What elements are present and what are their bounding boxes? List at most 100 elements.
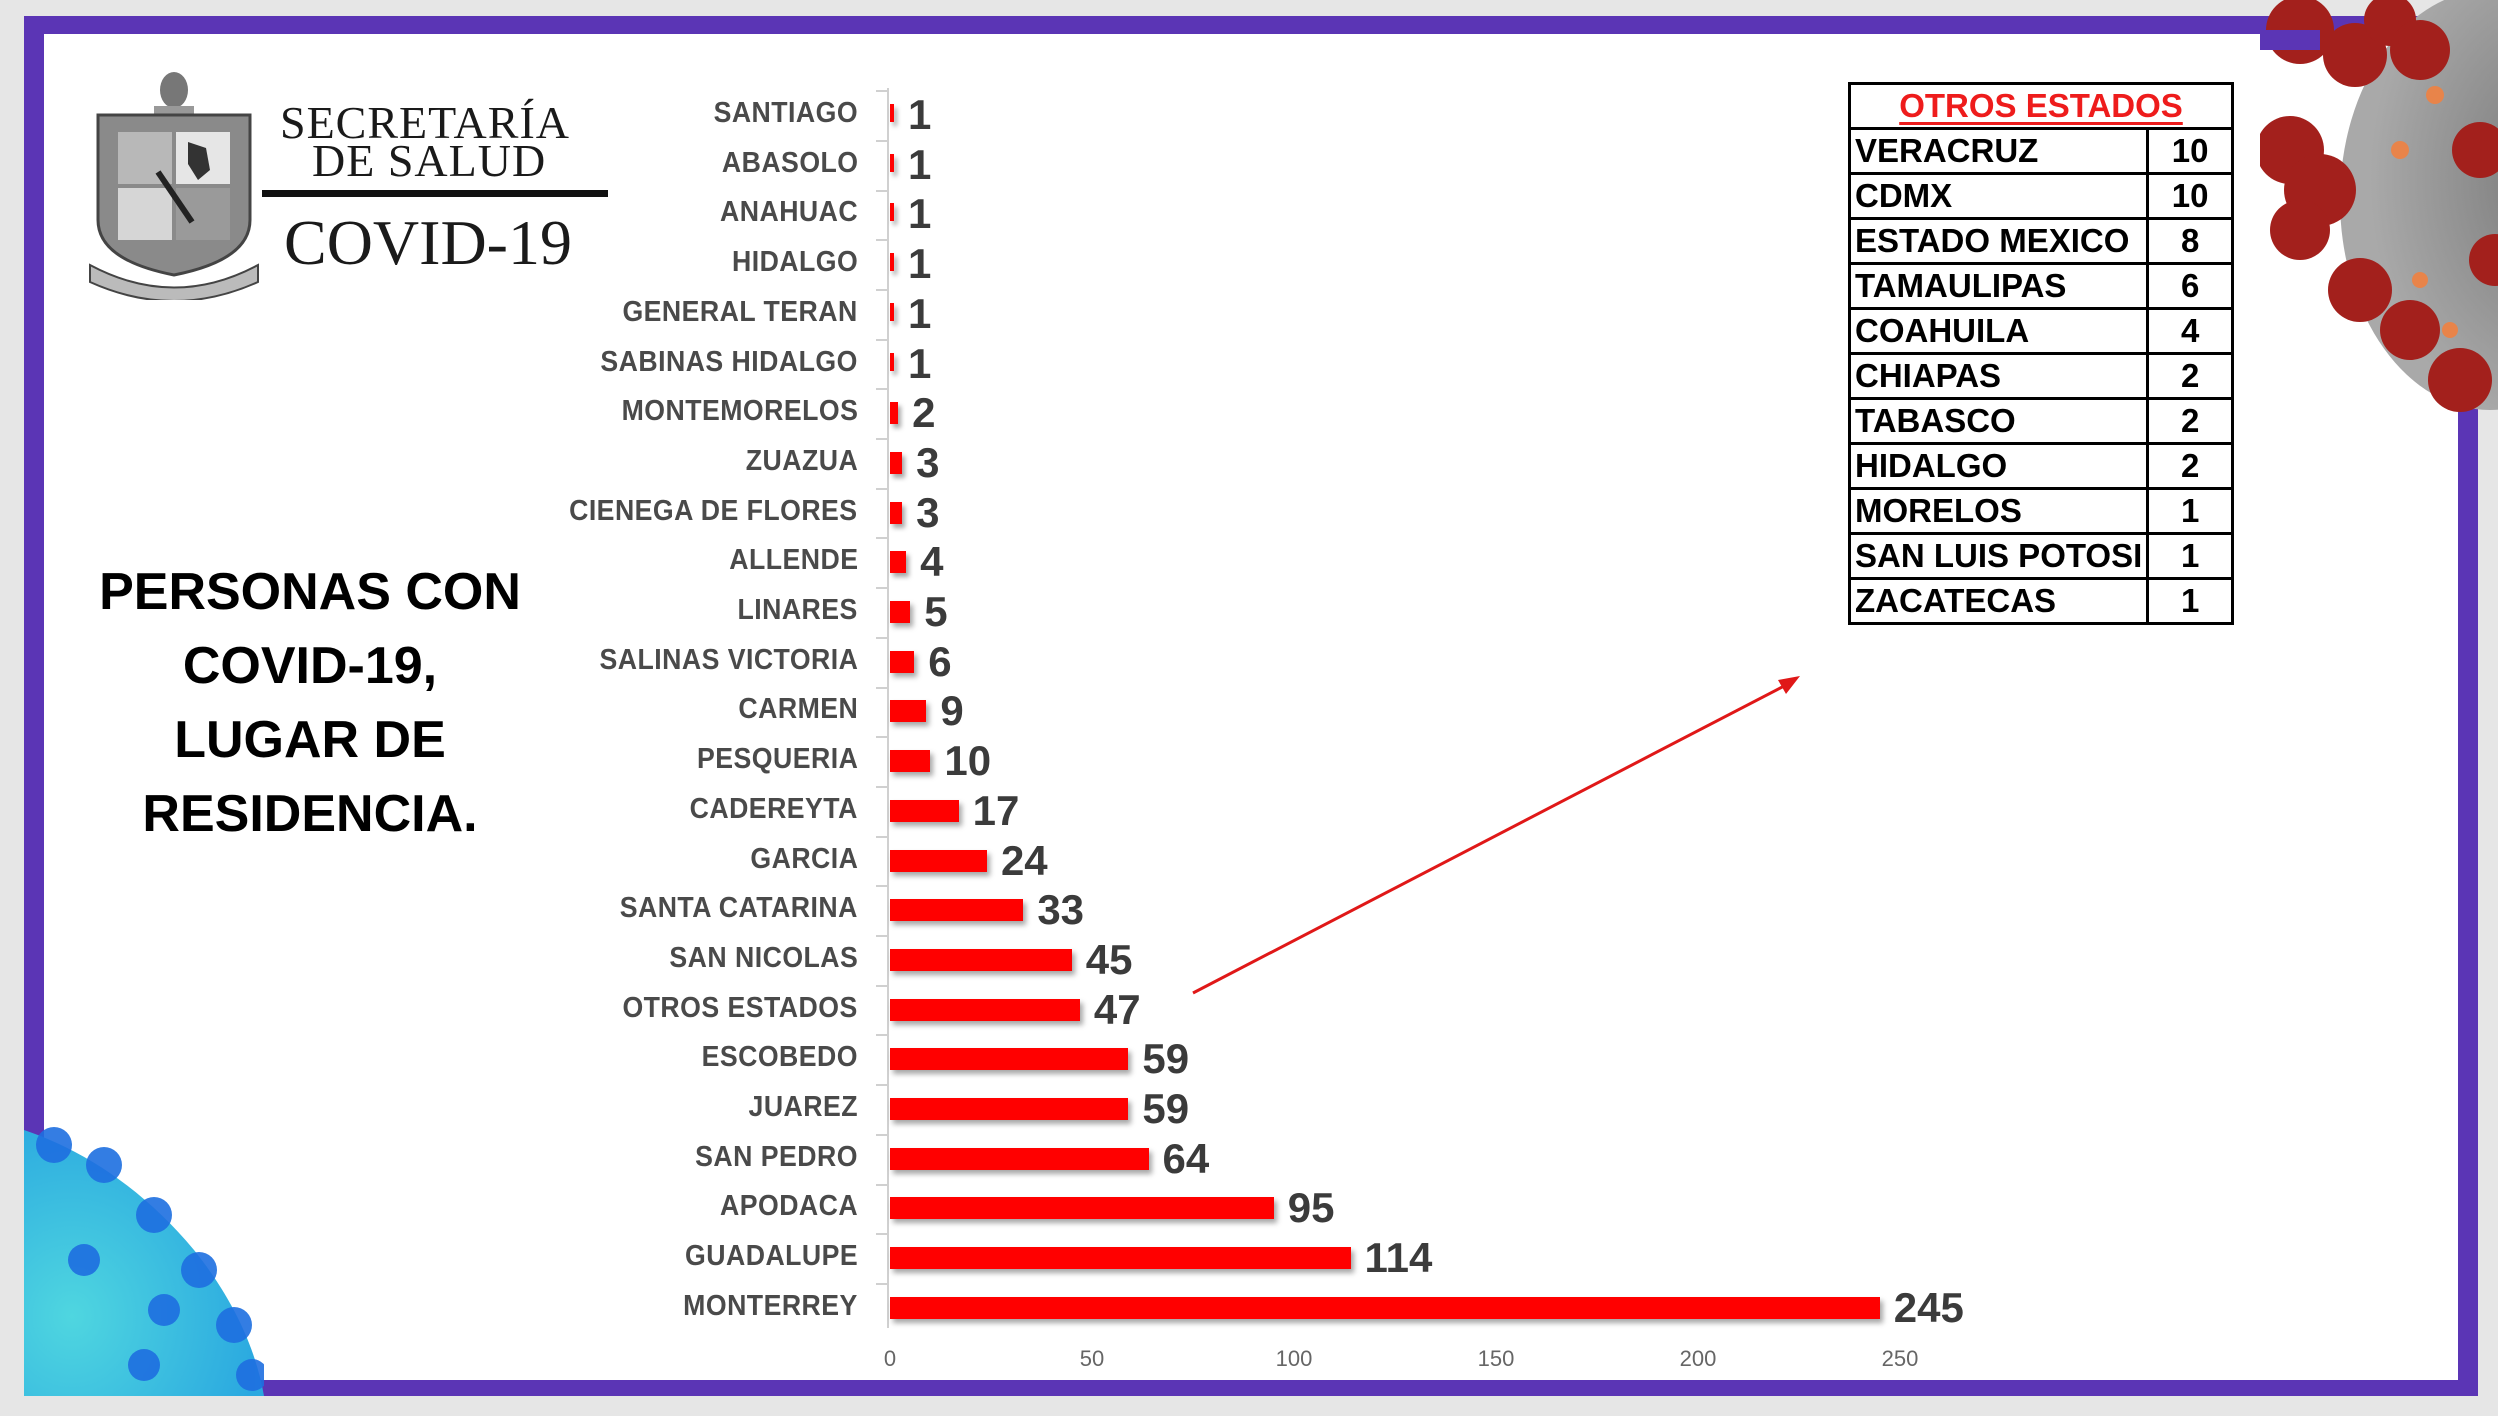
data-value-label: 24 [1000,836,1048,884]
covid-title: COVID-19 [284,207,572,278]
table-title: OTROS ESTADOS [1848,82,2234,130]
data-bar [890,302,895,321]
category-label: OTROS ESTADOS [622,991,858,1024]
data-value-label: 45 [1085,935,1133,983]
data-value-label: 5 [924,588,948,635]
x-axis-tick-label: 100 [1275,1346,1313,1371]
data-bar [890,601,911,623]
table-row: CDMX 10 [1847,172,2234,220]
table-header-row: OTROS ESTADOS [1848,82,2234,130]
category-label: LINARES [737,594,858,626]
axis-tick [876,90,888,93]
state-name-cell: CHIAPAS [1847,352,2150,400]
axis-tick [876,487,888,490]
data-value-label: 1 [908,190,932,238]
state-count-cell: 10 [2146,172,2234,220]
data-value-label: 1 [908,240,932,288]
state-name-cell: ZACATECAS [1847,577,2150,625]
table-row: VERACRUZ 10 [1847,127,2234,175]
data-value-label: 6 [928,637,952,685]
state-count-cell: 8 [2146,217,2234,265]
data-bar [890,104,895,122]
data-bar [890,551,907,574]
category-label: SANTIAGO [713,97,858,129]
data-bar [890,799,959,822]
category-label: ALLENDE [728,544,858,577]
data-bar [890,948,1072,971]
data-value-label: 1 [908,91,932,138]
data-value-label: 114 [1364,1234,1433,1282]
category-label: GARCIA [750,842,858,875]
axis-tick [876,686,888,689]
axis-tick [876,835,888,838]
data-value-label: 245 [1893,1283,1964,1331]
state-count-cell: 2 [2146,442,2234,490]
category-label: SALINAS VICTORIA [599,643,858,676]
table-row: COAHUILA 4 [1847,307,2234,355]
category-label: ANAHUAC [719,196,858,229]
data-value-label: 9 [940,687,964,735]
axis-tick [876,587,888,590]
coronavirus-red-icon [2260,0,2498,412]
state-count-cell: 1 [2146,487,2234,535]
data-bar [890,402,899,425]
state-count-cell: 2 [2146,352,2234,400]
axis-tick [876,785,888,788]
data-value-label: 47 [1093,985,1141,1033]
data-bar [890,1098,1129,1120]
state-name-cell: CDMX [1847,172,2150,220]
state-count-cell: 1 [2146,532,2234,580]
data-value-label: 95 [1287,1184,1335,1232]
table-row: MORELOS 1 [1847,487,2234,535]
data-value-label: 33 [1037,886,1085,934]
category-label: MONTERREY [683,1289,858,1322]
data-bar [890,451,903,474]
data-bar [890,849,987,872]
data-bar [890,253,895,272]
state-count-cell: 2 [2146,397,2234,445]
ministry-title-line2: DE SALUD [312,135,547,186]
state-count-cell: 4 [2146,307,2234,355]
headline-line: RESIDENCIA. [142,785,478,843]
category-label: GUADALUPE [684,1240,858,1273]
table-row: TAMAULIPAS 6 [1847,262,2234,310]
axis-tick [876,1133,888,1136]
axis-tick [876,1183,888,1186]
data-value-label: 59 [1142,1085,1190,1132]
other-states-table: OTROS ESTADOS VERACRUZ 10 CDMX 10 ESTADO MEX… [1847,82,2234,625]
ministry-title-line1: SECRETARÍA [280,97,570,148]
category-label: CADEREYTA [689,792,858,825]
state-count-cell: 1 [2146,577,2234,625]
category-label: GENERAL TERAN [622,295,858,328]
state-name-cell: TABASCO [1847,397,2150,445]
data-value-label: 17 [972,786,1020,834]
table-row: CHIAPAS 2 [1847,352,2234,400]
data-bar [890,899,1024,922]
data-bar [890,1197,1274,1220]
data-value-label: 59 [1142,1035,1190,1083]
category-label: CIENEGA DE FLORES [569,494,858,527]
data-value-label: 1 [908,140,932,188]
data-bar [890,700,927,723]
x-axis-tick-label: 50 [1079,1346,1105,1371]
category-label: CARMEN [738,693,858,726]
x-axis-tick-label: 200 [1679,1346,1717,1371]
state-count-cell: 10 [2146,127,2234,175]
headline-line: LUGAR DE [174,711,446,769]
data-value-label: 64 [1162,1134,1210,1182]
table-row: HIDALGO 2 [1847,442,2234,490]
axis-tick [876,984,888,987]
category-label: JUAREZ [748,1091,858,1123]
axis-tick [876,736,888,739]
axis-tick [876,189,888,192]
state-name-cell: HIDALGO [1847,442,2150,490]
state-name-cell: COAHUILA [1847,307,2150,355]
axis-tick [876,885,888,888]
state-name-cell: TAMAULIPAS [1847,262,2150,310]
data-value-label: 3 [916,438,940,486]
axis-tick [876,935,888,938]
category-label: ZUAZUA [745,444,858,477]
chart-headline: PERSONAS CON COVID-19, LUGAR DE RESIDENC… [80,555,540,851]
data-value-label: 3 [916,488,940,536]
axis-tick [876,438,888,441]
